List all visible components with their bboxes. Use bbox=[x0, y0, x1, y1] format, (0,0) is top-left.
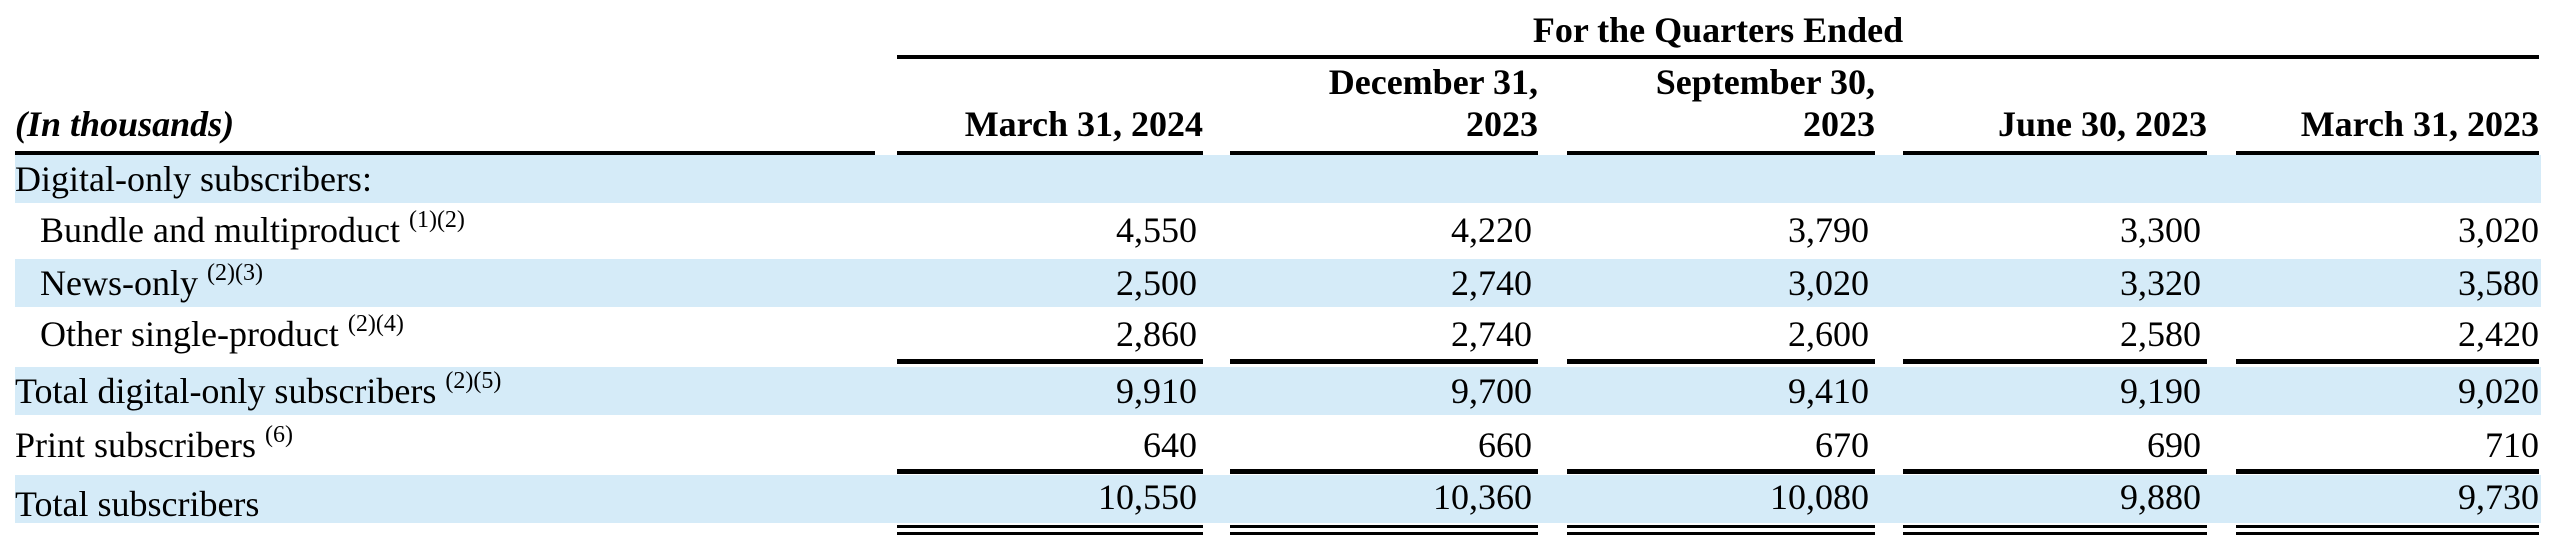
cell-value: 2,860 bbox=[1116, 314, 1197, 354]
cell-value: 9,880 bbox=[2120, 477, 2201, 517]
table-row bbox=[15, 367, 2541, 415]
cell-value: 3,020 bbox=[1788, 263, 1869, 303]
cell-value: 3,790 bbox=[1788, 210, 1869, 250]
col-header-1-line2: March 31, 2024 bbox=[964, 104, 1203, 144]
cell-value: 2,580 bbox=[2120, 314, 2201, 354]
subtotal-rule bbox=[1903, 469, 2207, 474]
cell-value: 2,420 bbox=[2458, 314, 2539, 354]
total-double-rule bbox=[2236, 525, 2539, 528]
cell-value: 3,320 bbox=[2120, 263, 2201, 303]
subtotal-rule bbox=[897, 359, 1203, 364]
row-label-header: (In thousands) bbox=[15, 104, 235, 144]
subtotal-rule bbox=[1903, 359, 2207, 364]
cell-value: 3,020 bbox=[2458, 210, 2539, 250]
col-header-4-rule bbox=[1903, 151, 2207, 155]
cell-value: 4,220 bbox=[1451, 210, 1532, 250]
total-double-rule bbox=[2236, 532, 2539, 535]
label-header-rule bbox=[15, 151, 875, 155]
total-double-rule bbox=[1903, 525, 2207, 528]
cell-value: 3,580 bbox=[2458, 263, 2539, 303]
col-header-3-line1: September 30, bbox=[1655, 62, 1875, 102]
row-label-total-digital-only: Total digital-only subscribers (2)(5) bbox=[15, 368, 502, 411]
cell-value: 10,360 bbox=[1433, 477, 1532, 517]
col-header-3-rule bbox=[1567, 151, 1875, 155]
group-rule bbox=[897, 55, 2539, 59]
footnote-marker: (2)(4) bbox=[347, 311, 404, 337]
total-double-rule bbox=[1903, 532, 2207, 535]
subtotal-rule bbox=[897, 469, 1203, 474]
footnote-marker: (1)(2) bbox=[408, 207, 465, 233]
total-double-rule bbox=[897, 525, 1203, 528]
col-header-3-line2: 2023 bbox=[1803, 104, 1875, 144]
subtotal-rule bbox=[1567, 359, 1875, 364]
cell-value: 3,300 bbox=[2120, 210, 2201, 250]
row-label-total-subscribers: Total subscribers bbox=[15, 484, 260, 524]
row-label-news-only: News-only (2)(3) bbox=[40, 260, 263, 303]
cell-value: 9,700 bbox=[1451, 371, 1532, 411]
table-row bbox=[15, 259, 2541, 307]
row-label-digital-only: Digital-only subscribers: bbox=[15, 159, 372, 199]
col-header-2-rule bbox=[1230, 151, 1538, 155]
cell-value: 2,500 bbox=[1116, 263, 1197, 303]
cell-value: 640 bbox=[1143, 425, 1197, 465]
col-header-2-line2: 2023 bbox=[1466, 104, 1538, 144]
subtotal-rule bbox=[2236, 469, 2539, 474]
col-header-4-line2: June 30, 2023 bbox=[1997, 104, 2207, 144]
row-label-other-single-product: Other single-product (2)(4) bbox=[40, 311, 404, 354]
cell-value: 670 bbox=[1815, 425, 1869, 465]
total-double-rule bbox=[897, 532, 1203, 535]
footnote-marker: (6) bbox=[264, 422, 293, 448]
cell-value: 2,600 bbox=[1788, 314, 1869, 354]
group-title: For the Quarters Ended bbox=[1532, 10, 1904, 50]
footnote-marker: (2)(5) bbox=[445, 368, 502, 394]
total-double-rule bbox=[1230, 532, 1538, 535]
cell-value: 10,080 bbox=[1770, 477, 1869, 517]
footnote-marker: (2)(3) bbox=[206, 260, 263, 286]
cell-value: 9,410 bbox=[1788, 371, 1869, 411]
col-header-1-rule bbox=[897, 151, 1203, 155]
row-label-print: Print subscribers (6) bbox=[15, 422, 293, 465]
subtotal-rule bbox=[1230, 469, 1538, 474]
cell-value: 9,730 bbox=[2458, 477, 2539, 517]
cell-value: 4,550 bbox=[1116, 210, 1197, 250]
cell-value: 9,020 bbox=[2458, 371, 2539, 411]
subtotal-rule bbox=[1567, 469, 1875, 474]
subtotal-rule bbox=[1230, 359, 1538, 364]
total-double-rule bbox=[1230, 525, 1538, 528]
col-header-2-line1: December 31, bbox=[1328, 62, 1538, 102]
cell-value: 660 bbox=[1478, 425, 1532, 465]
cell-value: 2,740 bbox=[1451, 314, 1532, 354]
total-double-rule bbox=[1567, 532, 1875, 535]
cell-value: 9,910 bbox=[1116, 371, 1197, 411]
table-row bbox=[15, 155, 2541, 203]
col-header-5-line2: March 31, 2023 bbox=[2300, 104, 2539, 144]
cell-value: 10,550 bbox=[1098, 477, 1197, 517]
row-label-bundle: Bundle and multiproduct (1)(2) bbox=[40, 207, 465, 250]
col-header-5-rule bbox=[2236, 151, 2539, 155]
total-double-rule bbox=[1567, 525, 1875, 528]
cell-value: 9,190 bbox=[2120, 371, 2201, 411]
cell-value: 2,740 bbox=[1451, 263, 1532, 303]
table-row bbox=[15, 475, 2541, 523]
cell-value: 710 bbox=[2485, 425, 2539, 465]
subtotal-rule bbox=[2236, 359, 2539, 364]
cell-value: 690 bbox=[2147, 425, 2201, 465]
